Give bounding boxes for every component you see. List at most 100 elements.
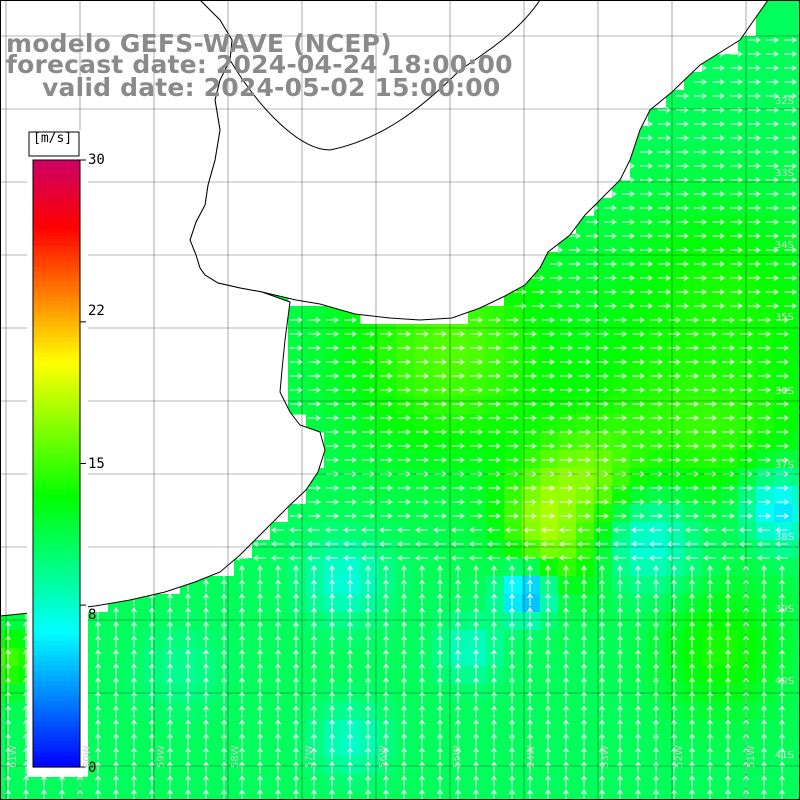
- colorbar-unit-box: [28, 131, 80, 157]
- speed-cell: [324, 540, 343, 559]
- speed-cell: [612, 468, 631, 487]
- wind-arrow: [563, 705, 569, 718]
- speed-cell: [702, 630, 721, 649]
- speed-cell: [414, 396, 433, 415]
- speed-cell: [594, 432, 613, 451]
- wind-arrow: [689, 733, 695, 746]
- wind-arrow: [779, 761, 785, 774]
- wind-arrow: [488, 387, 501, 393]
- wind-arrow: [131, 621, 137, 634]
- wind-arrow: [509, 775, 515, 788]
- speed-cell: [162, 648, 181, 667]
- speed-cell: [126, 738, 145, 757]
- wind-arrow: [329, 775, 335, 788]
- speed-cell: [378, 540, 397, 559]
- speed-cell: [774, 360, 793, 379]
- speed-cell: [306, 702, 325, 721]
- colorbar-segment: [33, 362, 80, 368]
- speed-cell: [720, 180, 739, 199]
- wind-arrow: [308, 317, 321, 323]
- wind-arrow: [581, 719, 587, 732]
- speed-cell: [720, 216, 739, 235]
- speed-cell: [504, 468, 523, 487]
- wind-arrow: [604, 205, 617, 211]
- speed-cell: [612, 540, 631, 559]
- speed-cell: [648, 414, 667, 433]
- speed-cell: [450, 594, 469, 613]
- wind-arrow: [686, 373, 699, 379]
- speed-cell: [108, 702, 127, 721]
- wind-arrow: [676, 163, 689, 169]
- speed-cell: [522, 432, 541, 451]
- wind-arrow: [380, 331, 393, 337]
- colorbar-segment: [33, 337, 80, 343]
- wind-arrow: [524, 331, 537, 337]
- wind-arrow: [433, 541, 446, 547]
- speed-cell: [792, 774, 800, 793]
- colorbar-segment: [33, 483, 80, 490]
- speed-cell: [540, 702, 559, 721]
- colorbar-segment: [33, 170, 80, 176]
- wind-arrow: [617, 649, 623, 662]
- speed-cell: [414, 792, 433, 800]
- speed-cell: [702, 90, 721, 109]
- wind-arrow: [622, 247, 635, 253]
- wind-arrow: [775, 527, 788, 533]
- wind-arrow: [748, 51, 761, 57]
- wind-arrow: [437, 789, 443, 800]
- speed-cell: [0, 720, 19, 739]
- speed-cell: [162, 792, 181, 800]
- wind-arrow: [730, 289, 743, 295]
- wind-arrow: [730, 107, 743, 113]
- colorbar-segment: [33, 397, 80, 404]
- speed-cell: [774, 324, 793, 343]
- speed-cell: [648, 720, 667, 739]
- speed-cell: [360, 378, 379, 397]
- speed-cell: [342, 486, 361, 505]
- speed-cell: [432, 360, 451, 379]
- wind-arrow: [779, 775, 785, 788]
- wind-arrow: [550, 247, 563, 253]
- speed-cell: [756, 72, 775, 91]
- speed-cell: [702, 216, 721, 235]
- wind-arrow: [730, 303, 743, 309]
- wind-arrow: [676, 219, 689, 225]
- wind-arrow: [401, 691, 407, 704]
- wind-arrow: [614, 513, 627, 519]
- wind-arrow: [362, 513, 375, 519]
- speed-cell: [162, 774, 181, 793]
- wind-arrow: [712, 149, 725, 155]
- speed-cell: [180, 792, 199, 800]
- wind-arrow: [704, 485, 717, 491]
- speed-cell: [324, 702, 343, 721]
- wind-arrow: [5, 677, 11, 690]
- wind-arrow: [766, 233, 779, 239]
- wind-arrow: [239, 691, 245, 704]
- speed-cell: [468, 774, 487, 793]
- speed-cell: [54, 774, 73, 793]
- speed-cell: [702, 450, 721, 469]
- speed-cell: [612, 198, 631, 217]
- wind-arrow: [560, 387, 573, 393]
- wind-arrow: [401, 635, 407, 648]
- wind-arrow: [437, 607, 443, 620]
- colorbar-segment: [33, 681, 80, 687]
- wind-arrow: [5, 621, 11, 634]
- wind-arrow: [419, 579, 425, 592]
- title-forecast-date: forecast date: 2024-04-24 18:00:00: [6, 50, 513, 79]
- wind-arrow: [239, 649, 245, 662]
- speed-cell: [792, 90, 800, 109]
- speed-cell: [360, 522, 379, 541]
- wind-arrow: [325, 541, 338, 547]
- speed-cell: [648, 468, 667, 487]
- speed-cell: [738, 180, 757, 199]
- wind-arrow: [707, 621, 713, 634]
- speed-cell: [522, 630, 541, 649]
- wind-arrow: [563, 579, 569, 592]
- speed-cell: [594, 252, 613, 271]
- wind-arrow: [725, 691, 731, 704]
- speed-cell: [702, 108, 721, 127]
- wind-arrow: [766, 135, 779, 141]
- wind-arrow: [650, 499, 663, 505]
- wind-arrow: [185, 677, 191, 690]
